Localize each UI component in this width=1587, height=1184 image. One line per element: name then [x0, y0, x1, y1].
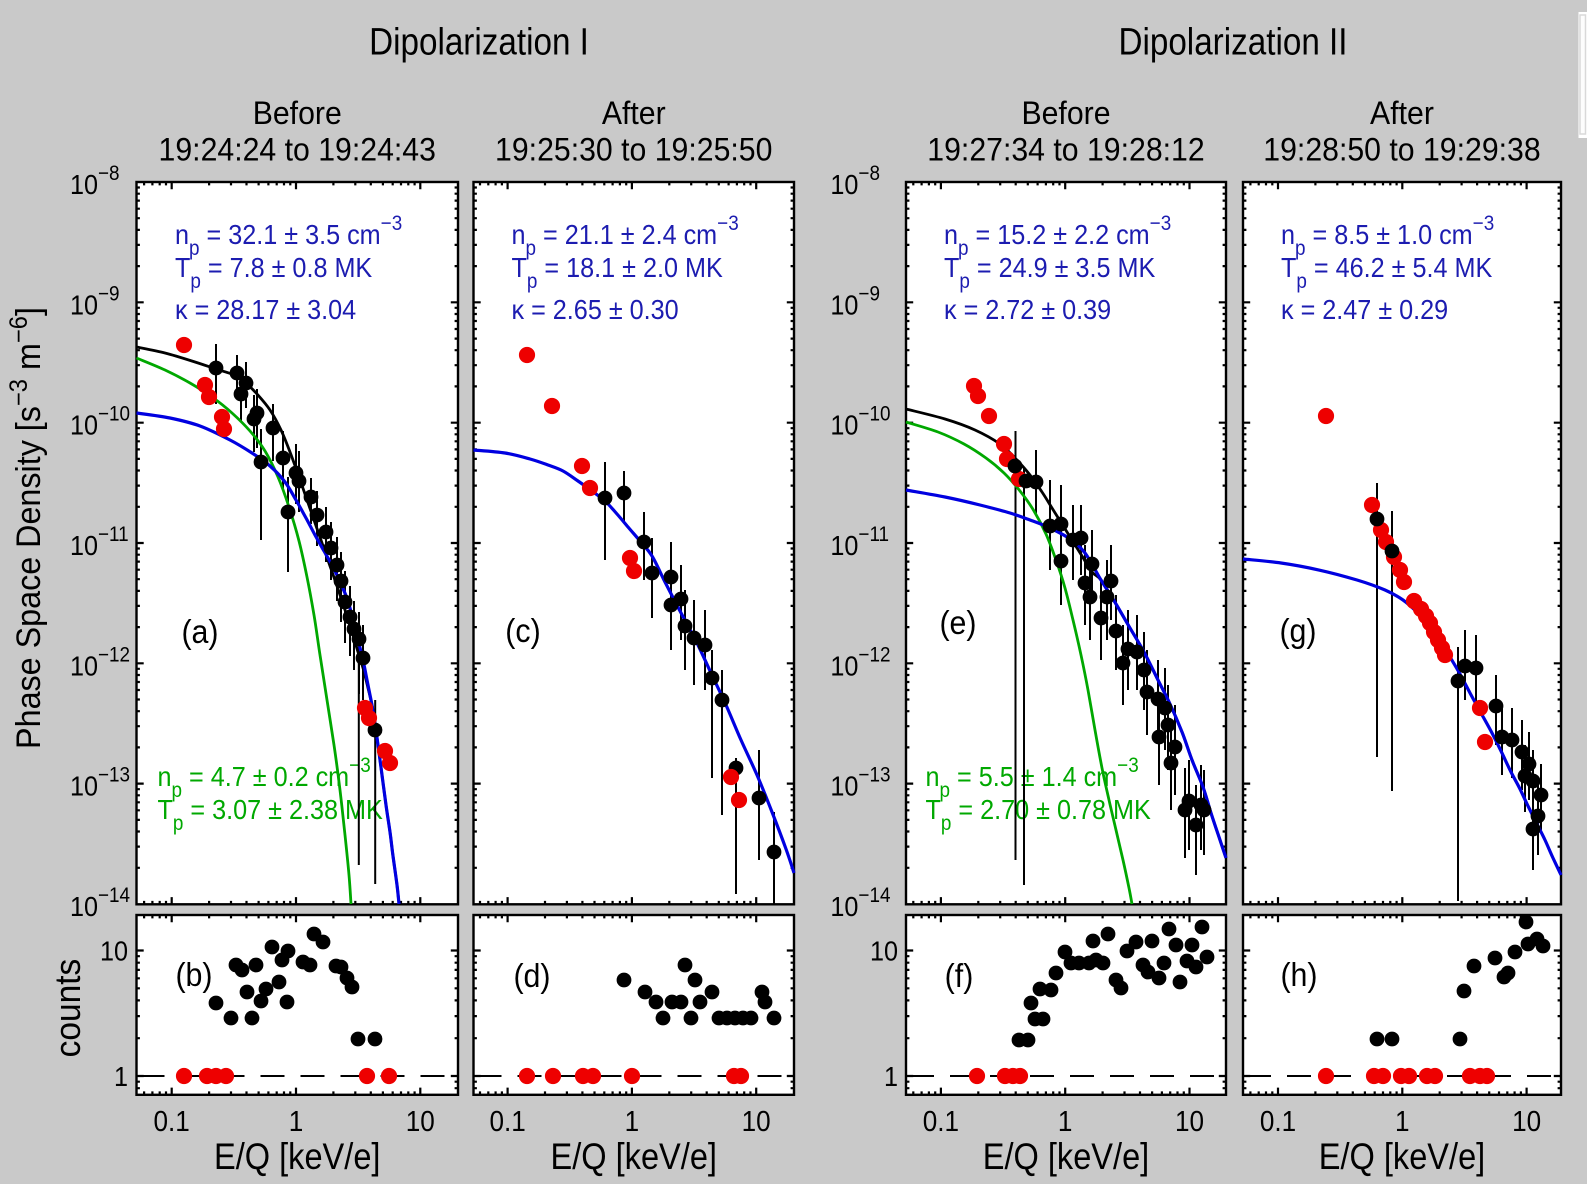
- svg-text:19:25:30 to 19:25:50: 19:25:30 to 19:25:50: [495, 132, 772, 168]
- svg-text:Phase Space Density [s−3 m−6]: Phase Space Density [s−3 m−6]: [5, 307, 48, 749]
- svg-text:(e): (e): [939, 604, 976, 641]
- svg-text:10: 10: [406, 1105, 435, 1138]
- svg-text:0.1: 0.1: [489, 1105, 525, 1138]
- svg-text:1: 1: [289, 1105, 304, 1138]
- svg-text:19:27:34 to 19:28:12: 19:27:34 to 19:28:12: [927, 132, 1204, 168]
- svg-text:(f): (f): [945, 957, 974, 994]
- svg-text:Before: Before: [253, 95, 342, 131]
- svg-text:(d): (d): [513, 957, 550, 994]
- svg-text:Dipolarization II: Dipolarization II: [1118, 20, 1347, 63]
- svg-text:After: After: [602, 95, 666, 131]
- svg-text:1: 1: [1058, 1105, 1073, 1138]
- svg-text:(a): (a): [181, 613, 218, 650]
- svg-text:0.1: 0.1: [1260, 1105, 1296, 1138]
- svg-text:(h): (h): [1280, 956, 1317, 993]
- svg-text:κ = 2.72 ± 0.39: κ = 2.72 ± 0.39: [944, 294, 1111, 326]
- svg-text:10−11: 10−11: [830, 523, 889, 561]
- svg-text:0.1: 0.1: [154, 1105, 190, 1138]
- svg-text:1: 1: [1395, 1105, 1410, 1138]
- svg-text:After: After: [1370, 95, 1434, 131]
- svg-text:(b): (b): [175, 956, 212, 993]
- svg-text:E/Q [keV/e]: E/Q [keV/e]: [214, 1136, 380, 1177]
- svg-text:10: 10: [1512, 1105, 1541, 1138]
- svg-text:10: 10: [100, 935, 128, 967]
- svg-text:E/Q [keV/e]: E/Q [keV/e]: [1319, 1136, 1485, 1177]
- svg-text:1: 1: [884, 1061, 898, 1093]
- svg-text:1: 1: [625, 1105, 640, 1138]
- svg-text:Before: Before: [1021, 95, 1110, 131]
- svg-text:κ = 2.65 ± 0.30: κ = 2.65 ± 0.30: [512, 294, 679, 326]
- svg-text:10: 10: [1175, 1105, 1204, 1138]
- svg-text:1: 1: [114, 1061, 128, 1093]
- svg-text:19:28:50 to 19:29:38: 19:28:50 to 19:29:38: [1263, 132, 1540, 168]
- svg-text:E/Q [keV/e]: E/Q [keV/e]: [551, 1136, 717, 1177]
- svg-text:Dipolarization I: Dipolarization I: [369, 20, 589, 63]
- svg-text:0.1: 0.1: [923, 1105, 959, 1138]
- svg-text:κ = 28.17 ± 3.04: κ = 28.17 ± 3.04: [175, 294, 356, 326]
- svg-text:κ = 2.47 ± 0.29: κ = 2.47 ± 0.29: [1281, 294, 1448, 326]
- svg-text:counts: counts: [49, 959, 88, 1058]
- svg-text:(g): (g): [1279, 612, 1316, 649]
- svg-text:10: 10: [870, 935, 898, 967]
- svg-text:(c): (c): [505, 612, 540, 649]
- svg-text:E/Q [keV/e]: E/Q [keV/e]: [983, 1136, 1149, 1177]
- svg-text:10: 10: [742, 1105, 771, 1138]
- svg-text:19:24:24 to 19:24:43: 19:24:24 to 19:24:43: [159, 132, 436, 168]
